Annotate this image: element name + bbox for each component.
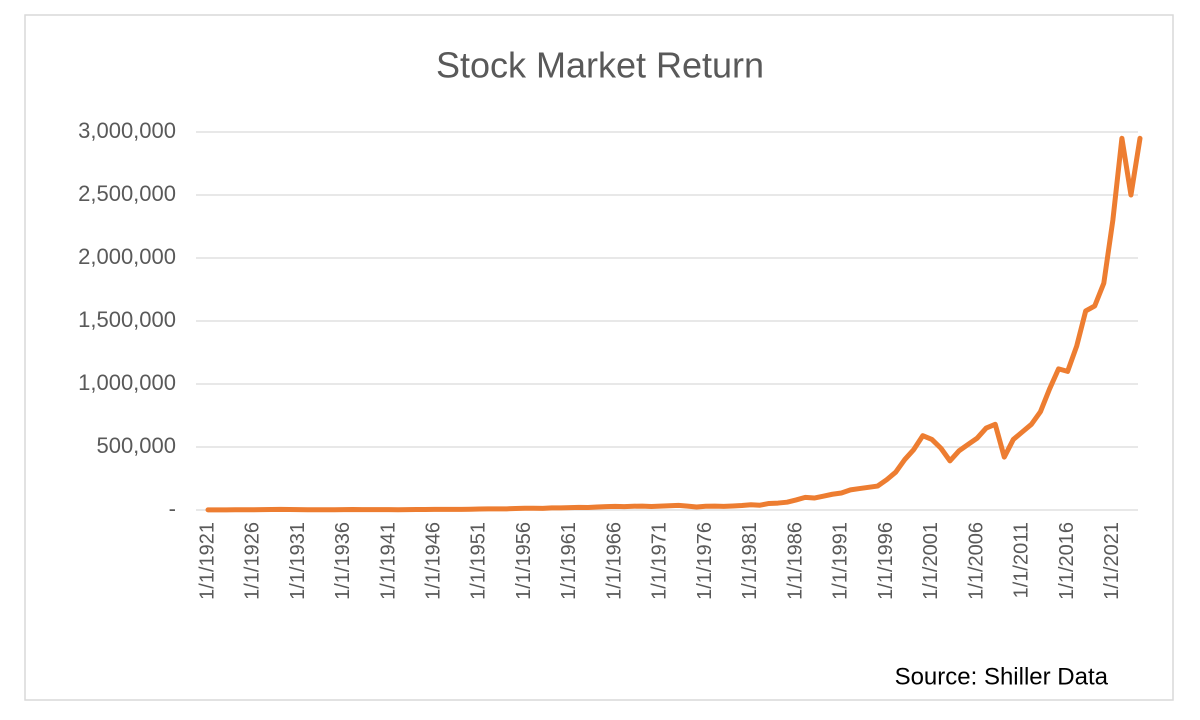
- x-tick-label: 1/1/1971: [649, 522, 671, 600]
- x-tick-label: 1/1/1961: [558, 522, 580, 600]
- x-tick-label: 1/1/1991: [830, 522, 852, 600]
- x-tick-label: 1/1/2001: [920, 522, 942, 600]
- x-tick-label: 1/1/1941: [377, 522, 399, 600]
- x-tick-label: 1/1/2021: [1101, 522, 1123, 600]
- x-tick-label: 1/1/1986: [784, 522, 806, 600]
- x-tick-label: 1/1/1921: [196, 522, 218, 600]
- annotation: Source: Shiller Data: [895, 663, 1109, 690]
- y-tick-label: 1,000,000: [78, 370, 176, 395]
- chart-border: [24, 14, 1174, 701]
- x-tick-label: 1/1/1976: [694, 522, 716, 600]
- x-tick-label: 1/1/1996: [875, 522, 897, 600]
- y-tick-label: 1,500,000: [78, 307, 176, 332]
- x-tick-label: 1/1/2011: [1011, 522, 1033, 598]
- y-tick-label: -: [169, 496, 176, 521]
- x-tick-label: 1/1/1926: [242, 522, 264, 600]
- y-tick-label: 500,000: [96, 433, 176, 458]
- x-tick-label: 1/1/2006: [965, 522, 987, 600]
- y-tick-label: 2,500,000: [78, 181, 176, 206]
- chart-title: Stock Market Return: [436, 45, 764, 86]
- x-tick-label: 1/1/2016: [1056, 522, 1078, 600]
- x-tick-label: 1/1/1946: [422, 522, 444, 600]
- x-tick-label: 1/1/1956: [513, 522, 535, 600]
- x-tick-label: 1/1/1951: [468, 522, 490, 600]
- x-tick-label: 1/1/1936: [332, 522, 354, 600]
- line-series: [205, 135, 1143, 513]
- x-tick-label: 1/1/1966: [603, 522, 625, 600]
- x-tick-label: 1/1/1931: [287, 522, 309, 600]
- x-tick-label: 1/1/1981: [739, 522, 761, 600]
- y-tick-label: 2,000,000: [78, 244, 176, 269]
- y-tick-label: 3,000,000: [78, 118, 176, 143]
